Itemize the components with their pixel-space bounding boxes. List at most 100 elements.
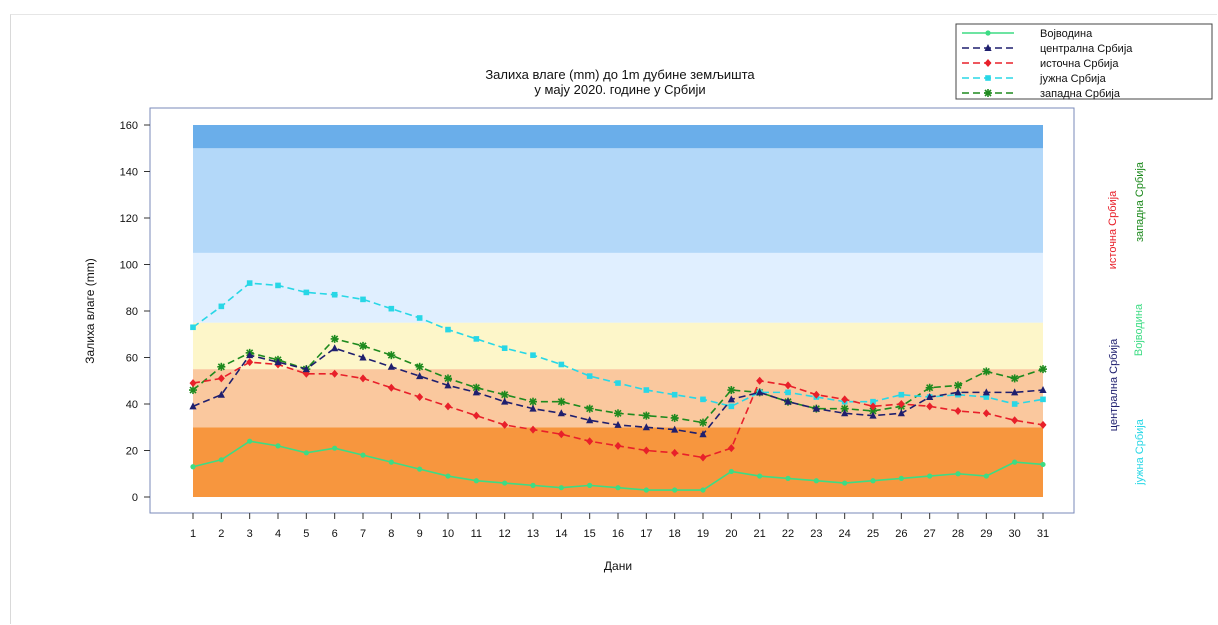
data-point bbox=[189, 386, 197, 395]
y-axis-label: Залиха влаге (mm) bbox=[83, 258, 97, 363]
data-point bbox=[387, 362, 395, 370]
side-label: источна Србија bbox=[1107, 190, 1119, 269]
data-point bbox=[700, 487, 706, 493]
data-point bbox=[756, 388, 764, 396]
data-point bbox=[218, 457, 224, 463]
data-point bbox=[444, 381, 452, 389]
data-point bbox=[558, 361, 565, 368]
y-axis: 0 20 40 60 80 100 120 140 160 bbox=[120, 120, 150, 504]
data-point bbox=[671, 391, 678, 398]
data-point bbox=[189, 402, 197, 410]
band-150-160 bbox=[193, 125, 1043, 149]
data-point bbox=[813, 478, 819, 484]
x-tick-label: 25 bbox=[867, 528, 879, 540]
data-point bbox=[926, 402, 934, 411]
data-point bbox=[870, 398, 876, 405]
data-point bbox=[275, 443, 281, 449]
y-tick-label: 140 bbox=[120, 167, 138, 179]
data-point bbox=[501, 420, 509, 429]
x-tick-label: 26 bbox=[895, 528, 907, 540]
data-point bbox=[472, 411, 480, 420]
data-point bbox=[671, 448, 679, 457]
data-point bbox=[444, 402, 452, 411]
data-point bbox=[473, 478, 479, 484]
data-point bbox=[217, 362, 226, 371]
data-point bbox=[1039, 386, 1047, 394]
legend-label: источна Србија bbox=[1040, 58, 1119, 70]
x-tick-label: 21 bbox=[754, 528, 766, 540]
data-point bbox=[728, 468, 734, 475]
x-tick-label: 15 bbox=[584, 528, 596, 540]
data-point bbox=[246, 351, 254, 359]
data-point bbox=[530, 482, 536, 488]
x-tick-label: 5 bbox=[303, 528, 309, 540]
data-point bbox=[927, 473, 933, 479]
data-point bbox=[643, 387, 650, 393]
data-point bbox=[416, 393, 424, 402]
data-point bbox=[614, 441, 622, 450]
data-point bbox=[415, 362, 424, 371]
data-point bbox=[615, 380, 621, 386]
data-point bbox=[246, 358, 254, 367]
data-point bbox=[473, 336, 480, 342]
x-tick-label: 7 bbox=[360, 528, 366, 540]
x-tick-label: 11 bbox=[471, 528, 482, 540]
data-point bbox=[586, 373, 593, 379]
x-tick-label: 1 bbox=[190, 528, 196, 540]
data-point bbox=[558, 485, 564, 491]
side-label: западна Србија bbox=[1134, 161, 1146, 242]
data-point bbox=[841, 409, 849, 417]
data-point bbox=[643, 487, 649, 493]
x-tick-label: 2 bbox=[218, 528, 224, 540]
data-point bbox=[416, 315, 423, 321]
data-point bbox=[359, 341, 367, 350]
data-point bbox=[218, 303, 225, 310]
y-tick-label: 40 bbox=[126, 399, 138, 411]
x-tick-label: 29 bbox=[980, 528, 992, 540]
band-55-75 bbox=[193, 322, 1043, 370]
data-point bbox=[1011, 401, 1018, 407]
x-tick-label: 23 bbox=[810, 528, 822, 540]
data-point bbox=[557, 409, 565, 417]
side-label: Војводина bbox=[1133, 303, 1145, 356]
data-point bbox=[728, 403, 735, 410]
y-tick-label: 20 bbox=[126, 446, 138, 458]
data-point bbox=[500, 390, 509, 399]
data-point bbox=[472, 388, 480, 396]
x-tick-label: 31 bbox=[1037, 528, 1049, 540]
data-point bbox=[983, 394, 990, 400]
series-layer bbox=[189, 280, 1047, 493]
data-point bbox=[501, 397, 509, 405]
data-point bbox=[502, 480, 508, 486]
data-point bbox=[897, 400, 905, 408]
data-point bbox=[1012, 459, 1018, 465]
band-75-105 bbox=[193, 252, 1043, 323]
data-point bbox=[842, 480, 848, 486]
y-tick-label: 0 bbox=[132, 492, 138, 504]
data-point bbox=[331, 369, 339, 378]
legend-marker bbox=[985, 30, 991, 36]
x-tick-label: 24 bbox=[839, 528, 851, 540]
data-point bbox=[247, 438, 253, 444]
data-point bbox=[246, 280, 253, 286]
data-point bbox=[841, 395, 849, 404]
data-point bbox=[587, 482, 593, 488]
chart-title-line1: Залиха влаге (mm) до 1m дубине земљишта bbox=[485, 67, 755, 82]
data-point bbox=[898, 475, 904, 481]
data-point bbox=[190, 324, 196, 331]
data-point bbox=[359, 374, 367, 383]
data-point bbox=[332, 445, 338, 451]
x-tick-label: 4 bbox=[275, 528, 281, 540]
data-point bbox=[217, 390, 225, 398]
data-point bbox=[274, 358, 282, 366]
x-axis: 1 2 3 4 5 6 7 8 9 10 11 12 13 14 15 16 17 18 19 20 21 22 23 24 2… bbox=[190, 513, 1049, 540]
data-point bbox=[756, 376, 764, 385]
data-point bbox=[699, 418, 707, 427]
legend-marker bbox=[984, 44, 992, 51]
data-point bbox=[501, 345, 508, 351]
data-point bbox=[955, 471, 961, 477]
data-point bbox=[614, 420, 622, 428]
x-tick-label: 27 bbox=[924, 528, 936, 540]
data-point bbox=[189, 379, 197, 388]
